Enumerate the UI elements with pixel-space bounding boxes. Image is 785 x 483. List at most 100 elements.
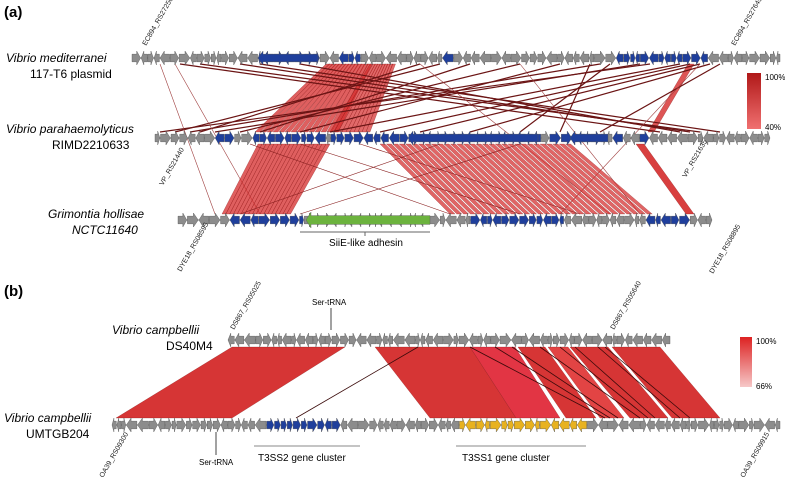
link-band-a <box>546 143 633 215</box>
track-a2-gene-arrow <box>569 130 609 146</box>
species-name-a3: Grimontia hollisae <box>48 207 144 221</box>
panel-b-label: (b) <box>4 283 23 300</box>
track-a1-gene-arrow <box>759 50 770 66</box>
link-line-b <box>597 346 681 419</box>
locus-tag-a-mid-right: VP_RS21635 <box>682 139 709 179</box>
species-strain-a2: RIMD2210633 <box>52 138 130 152</box>
track-b2-gene-arrow <box>670 417 680 433</box>
link-line-a <box>599 63 721 133</box>
track-b2-gene-arrow <box>646 417 655 433</box>
track-b2-gene-arrow <box>686 417 691 433</box>
track-b2-gene-arrow <box>714 417 720 433</box>
track-a2-gene-arrow <box>301 130 307 146</box>
track-b2-gene-arrow <box>774 417 781 433</box>
track-b2-gene-arrow <box>450 417 460 433</box>
link-band-a <box>520 143 605 215</box>
track-a3-gene-arrow <box>280 212 290 228</box>
panel-b-links <box>115 346 721 419</box>
track-b2-gene-arrow <box>525 417 535 433</box>
track-a1-gene-arrow <box>131 50 141 66</box>
track-a1-gene-arrow <box>406 50 414 66</box>
track-a1-gene-arrow <box>368 50 377 66</box>
track-b2-gene-arrow <box>280 417 287 433</box>
track-a3-gene-arrow <box>509 212 520 228</box>
track-a1-gene-arrow <box>420 50 429 66</box>
track-a1-gene-arrow <box>159 50 170 66</box>
locus-tag-a-top-left: EC894_RS27250 <box>142 0 175 47</box>
track-b1-gene-arrow <box>458 332 469 348</box>
track-b1-gene-arrow <box>318 332 325 348</box>
track-b1-gene-arrow <box>477 332 484 348</box>
track-b2-gene-arrow <box>465 417 476 433</box>
link-band-a <box>424 143 503 215</box>
track-b1-gene-arrow <box>313 332 319 348</box>
track-b1-gene-arrow <box>528 332 540 348</box>
track-a1-gene-arrow <box>623 50 631 66</box>
track-b1-gene-arrow <box>234 332 245 348</box>
track-b2-gene-arrow <box>640 417 647 433</box>
track-b1-gene-arrow <box>592 332 603 348</box>
link-band-a <box>488 143 571 215</box>
track-b1-gene-arrow <box>582 332 592 348</box>
track-a1-gene-arrow <box>749 50 760 66</box>
link-line-a <box>299 143 521 215</box>
track-a1-gene-arrow <box>594 50 606 66</box>
panel-a-links <box>159 63 721 215</box>
track-a3-gene-arrow <box>198 212 209 228</box>
track-a3-gene-arrow <box>671 212 680 228</box>
link-line-a <box>249 143 451 215</box>
track-a2-gene-arrow <box>187 130 196 146</box>
track-a3-gene-arrow <box>697 212 706 228</box>
track-a1-gene-arrow <box>605 50 616 66</box>
track-a3-gene-arrow <box>588 212 597 228</box>
link-band-a <box>514 143 599 215</box>
track-a2-gene-arrow <box>561 130 573 146</box>
legend-b-max: 100% <box>756 337 776 346</box>
track-b1-gene-arrow <box>420 332 426 348</box>
track-a1-gene-arrow <box>658 50 665 66</box>
track-b2-gene-arrow <box>475 417 485 433</box>
track-b1-gene-arrow <box>499 332 512 348</box>
link-line-b <box>539 346 641 419</box>
track-a2-gene-arrow <box>740 130 750 146</box>
track-a2-gene-arrow <box>326 130 331 146</box>
species-name-b2: Vibrio campbellii <box>4 411 91 425</box>
locus-tag-b-bot-right: OA39_RS09915 <box>740 431 772 479</box>
track-a3-gene-arrow <box>536 212 544 228</box>
track-b2-gene-arrow <box>577 417 587 433</box>
species-strain-b1: DS40M4 <box>166 339 213 353</box>
track-a1-gene-arrow <box>491 50 502 66</box>
legend-a-min: 40% <box>765 123 781 132</box>
track-b1-gene-arrow <box>393 332 405 348</box>
track-b2-gene-arrow <box>165 417 172 433</box>
track-b2-gene-arrow <box>220 417 228 433</box>
track-b2-gene-arrow <box>691 417 699 433</box>
track-a3-gene-arrow <box>551 212 560 228</box>
link-line-a <box>299 63 681 133</box>
track-b1-gene-arrow <box>227 332 235 348</box>
track-a3-gene-arrow <box>596 212 603 228</box>
adhesin-label: SiiE-like adhesin <box>329 238 403 249</box>
track-a2-gene-arrow <box>612 130 623 146</box>
track-a1-gene-arrow <box>140 50 148 66</box>
track-a2-gene-arrow <box>657 130 668 146</box>
track-b1-gene-arrow <box>348 332 357 348</box>
track-b2-gene-arrow <box>192 417 201 433</box>
track-a2-gene-arrow <box>639 130 650 146</box>
track-b1-gene-arrow <box>490 332 500 348</box>
track-b1-gene-arrow <box>425 332 433 348</box>
track-a3-gene-arrow <box>209 212 221 228</box>
track-b2-gene-arrow <box>266 417 275 433</box>
link-line-a <box>199 63 421 133</box>
track-a1-gene-arrow <box>196 50 205 66</box>
track-b1-gene-arrow <box>443 332 454 348</box>
link-line-a <box>519 63 611 133</box>
track-b1-gene-arrow <box>539 332 548 348</box>
track-a1-gene-arrow <box>649 50 659 66</box>
track-b1-gene-arrow <box>325 332 332 348</box>
track-a3-gene-arrow <box>465 212 471 228</box>
track-b2-gene-arrow <box>171 417 177 433</box>
track-a1-gene-arrow <box>564 50 573 66</box>
track-b2-gene-arrow <box>241 417 248 433</box>
track-a3-gene-arrow <box>229 212 240 228</box>
